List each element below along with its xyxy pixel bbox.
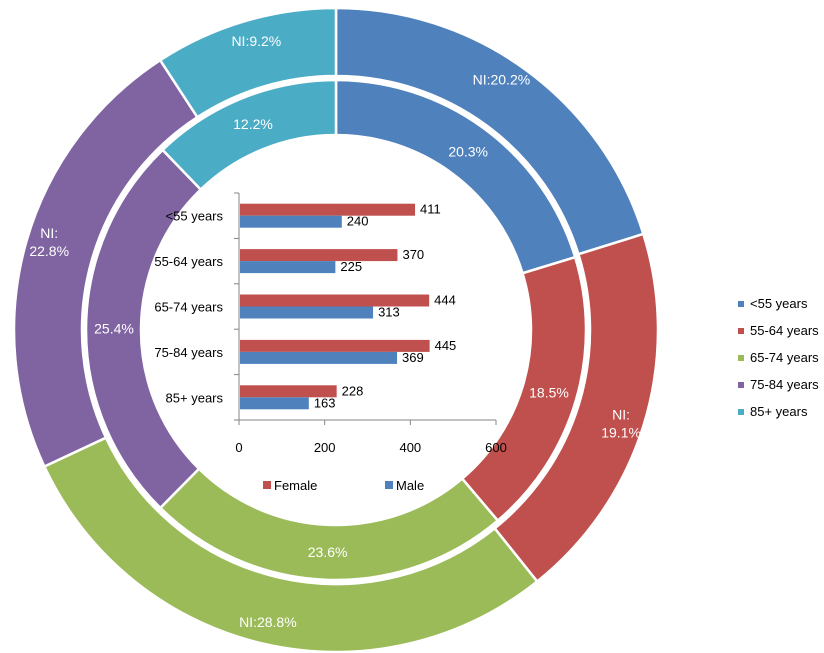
legend-swatch-85plus [738, 408, 744, 415]
bar-category-label-75-84-years: 75-84 years [154, 345, 223, 360]
bar-legend-label-male: Male [396, 478, 424, 493]
bar-x-tick-label-400: 400 [399, 440, 421, 455]
bar-value-male-lt55-years: 240 [347, 214, 369, 229]
legend-label-lt55: <55 years [750, 296, 808, 311]
bar-male-85plus-years [240, 397, 309, 410]
bar-value-female-55-64-years: 370 [402, 247, 424, 262]
inner-ring-label-85plus-years: 12.2% [233, 116, 273, 132]
legend-item-75-84: 75-84 years [738, 371, 819, 398]
bar-value-female-75-84-years: 445 [435, 338, 457, 353]
bar-male-65-74-years [240, 306, 374, 319]
bar-female-75-84-years [240, 339, 430, 352]
bar-value-female-65-74-years: 444 [434, 293, 456, 308]
bar-male-lt55-years [240, 215, 342, 228]
bar-category-label-65-74-years: 65-74 years [154, 300, 223, 315]
outer-ring-label-lt55-years: NI:20.2% [473, 72, 531, 88]
bar-value-male-75-84-years: 369 [402, 350, 424, 365]
legend-item-65-74: 65-74 years [738, 344, 819, 371]
bar-value-male-85plus-years: 163 [314, 395, 336, 410]
bar-category-label-85plus-years: 85+ years [166, 390, 224, 405]
inner-ring-label-lt55-years: 20.3% [448, 144, 488, 160]
bar-value-female-lt55-years: 411 [420, 202, 441, 217]
outer-ring-label-85plus-years: NI:9.2% [231, 33, 281, 49]
bar-male-75-84-years [240, 351, 398, 364]
bar-female-85plus-years [240, 385, 337, 398]
bar-female-lt55-years [240, 203, 416, 216]
legend-item-85plus: 85+ years [738, 398, 819, 425]
bar-value-female-85plus-years: 228 [342, 383, 364, 398]
outer-ring-label-75-84-years: NI: 22.8% [29, 225, 69, 259]
legend-label-75-84: 75-84 years [750, 377, 819, 392]
bar-value-male-55-64-years: 225 [340, 259, 362, 274]
outer-ring-label-65-74-years: NI:28.8% [239, 614, 297, 630]
bar-legend-swatch-male [385, 481, 393, 489]
legend-label-55-64: 55-64 years [750, 323, 819, 338]
bar-value-male-65-74-years: 313 [378, 305, 400, 320]
bar-legend-label-female: Female [274, 478, 317, 493]
bar-x-tick-label-200: 200 [314, 440, 336, 455]
inner-ring-slice-85plus-years [160, 78, 338, 192]
legend-swatch-75-84 [738, 381, 744, 388]
outer-ring-slice-85plus-years [158, 6, 338, 119]
legend-swatch-55-64 [738, 327, 744, 334]
legend-label-85plus: 85+ years [750, 404, 808, 419]
bar-x-tick-label-600: 600 [485, 440, 507, 455]
legend-item-55-64: 55-64 years [738, 317, 819, 344]
bar-category-label-55-64-years: 55-64 years [154, 254, 223, 269]
inner-ring-label-65-74-years: 23.6% [308, 544, 348, 560]
legend-item-lt55: <55 years [738, 290, 819, 317]
bar-female-65-74-years [240, 294, 430, 307]
inner-ring-label-75-84-years: 25.4% [94, 321, 134, 337]
bar-x-tick-label-0: 0 [235, 440, 242, 455]
outer-ring-label-55-64-years: NI: 19.1% [601, 406, 641, 440]
legend-swatch-65-74 [738, 354, 744, 361]
bar-male-55-64-years [240, 261, 336, 274]
bar-category-label-lt55-years: <55 years [166, 209, 224, 224]
inner-ring-label-55-64-years: 18.5% [529, 385, 569, 401]
bar-chart: 0 200 400 600 <55 years 411 240 55-64 years 370 2… [154, 192, 507, 493]
legend-swatch-lt55 [738, 300, 744, 307]
legend-label-65-74: 65-74 years [750, 350, 819, 365]
donut-legend: <55 years 55-64 years 65-74 years 75-84 … [738, 290, 819, 425]
bar-legend-swatch-female [263, 481, 271, 489]
bar-female-55-64-years [240, 249, 398, 262]
